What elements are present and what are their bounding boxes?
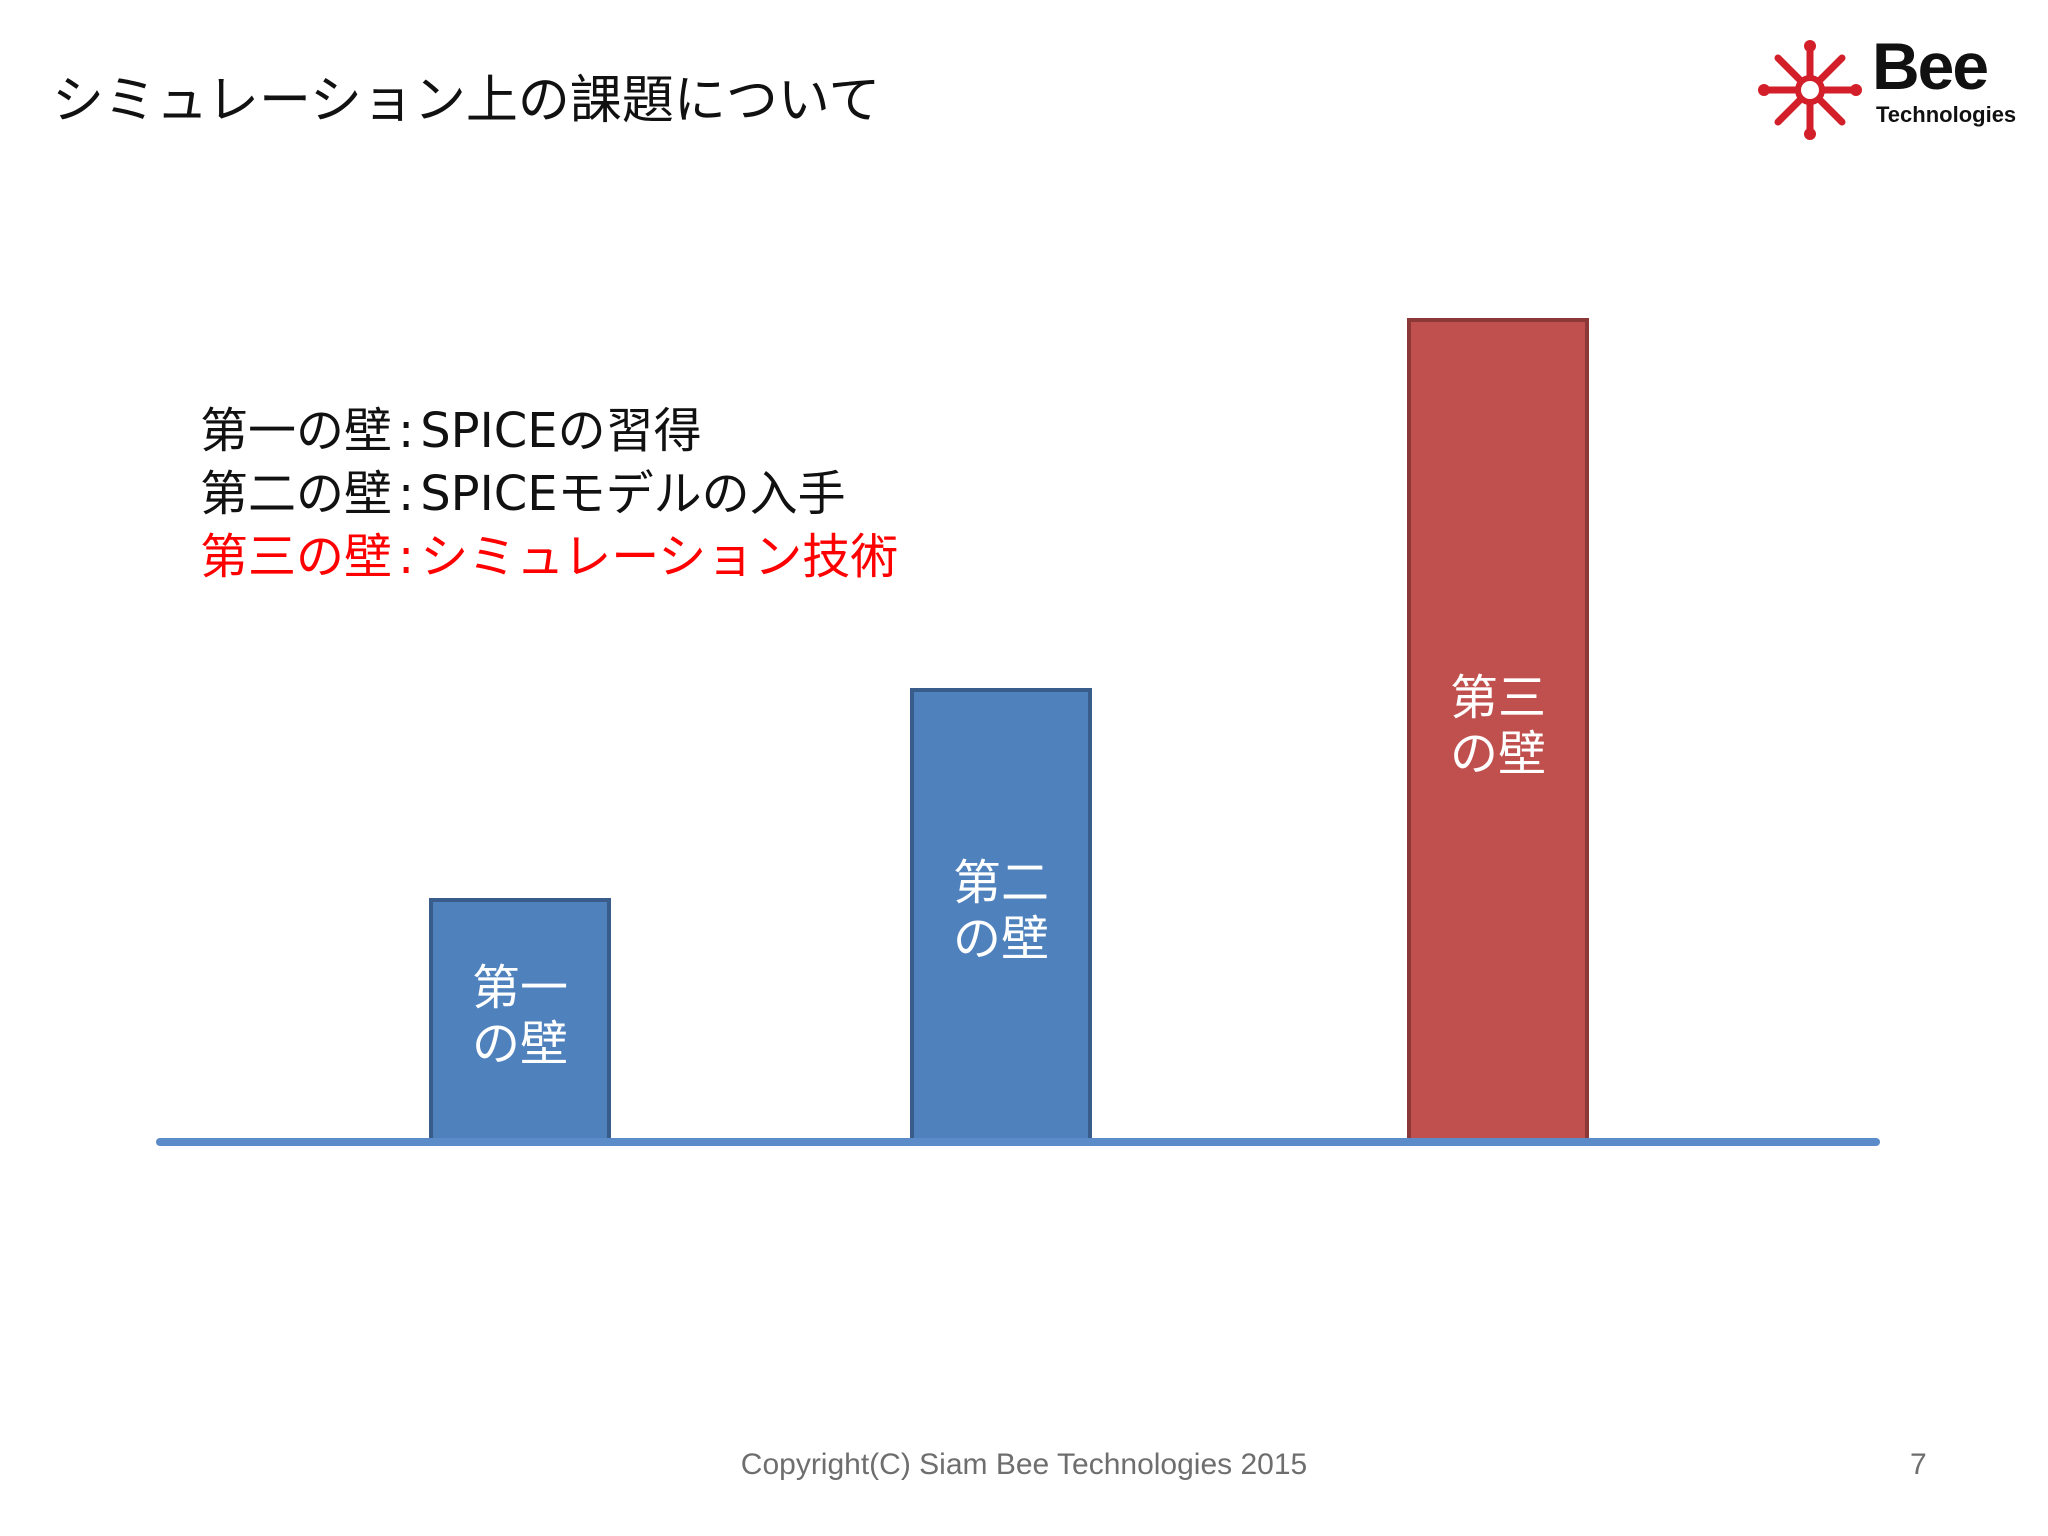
logo-subtitle: Technologies <box>1876 102 2017 127</box>
bar-2 <box>910 688 1092 1142</box>
wall-name: 第二の壁 <box>200 466 393 522</box>
wall-separator: : <box>398 403 415 459</box>
wall-separator: : <box>398 529 415 585</box>
sunburst-icon <box>1758 40 1862 140</box>
wall-item-2: 第二の壁: SPICEモデルの入手 <box>200 463 898 526</box>
bee-logo: Bee Technologies <box>1748 29 2020 144</box>
wall-name: 第一の壁 <box>200 403 393 459</box>
wall-separator: : <box>398 466 415 522</box>
walls-list: 第一の壁: SPICEの習得 第二の壁: SPICEモデルの入手 第三の壁: シミュレ… <box>200 400 898 589</box>
bar-label-3-line-1: 第三 <box>1450 670 1546 726</box>
wall-desc: シミュレーション技術 <box>420 529 899 585</box>
footer-copyright: Copyright(C) Siam Bee Technologies 2015 <box>740 1448 1308 1481</box>
wall-name: 第三の壁 <box>200 529 393 585</box>
bar-label-1-line-2: の壁 <box>472 1016 568 1072</box>
bar-3 <box>1407 318 1589 1142</box>
logo-wordmark: Bee <box>1872 29 1989 103</box>
wall-desc: SPICEモデルの入手 <box>420 466 846 522</box>
bar-1 <box>429 898 611 1142</box>
bar-label-2-line-2: の壁 <box>953 911 1049 967</box>
bar-label-1-line-1: 第一 <box>472 960 568 1016</box>
bar-label-3-line-2: の壁 <box>1450 726 1546 782</box>
wall-item-3: 第三の壁: シミュレーション技術 <box>200 526 898 589</box>
wall-desc: SPICEの習得 <box>420 403 702 459</box>
wall-item-1: 第一の壁: SPICEの習得 <box>200 400 898 463</box>
slide-title: シミュレーション上の課題について <box>52 71 881 131</box>
page-number: 7 <box>1910 1448 1927 1481</box>
bar-label-2-line-1: 第二 <box>953 855 1049 911</box>
